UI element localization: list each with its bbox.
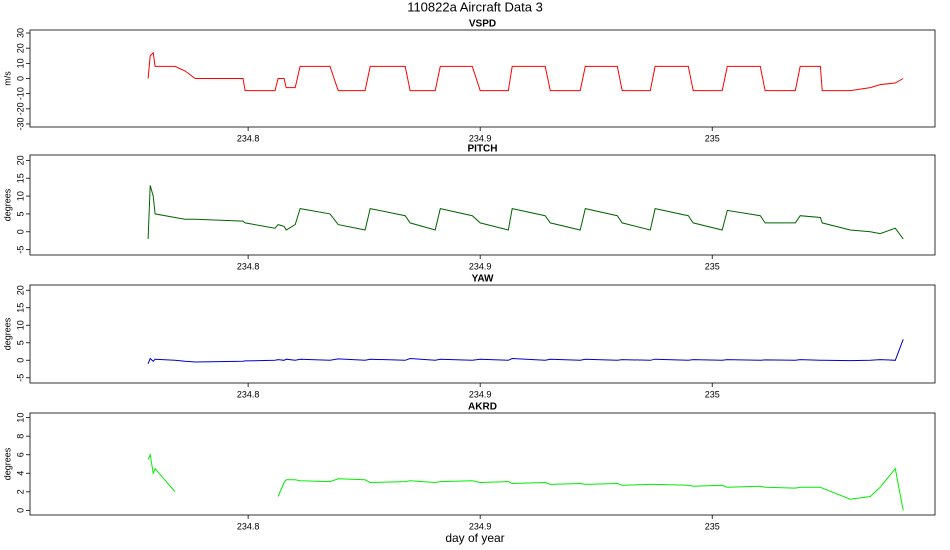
y-tick-label: 10 — [15, 413, 25, 423]
y-tick-label: 2 — [15, 489, 25, 494]
y-tick-label: 15 — [15, 173, 25, 183]
x-tick-label: 235 — [705, 389, 720, 399]
y-tick-label: 4 — [15, 471, 25, 476]
x-tick-label: 234.8 — [237, 389, 260, 399]
y-tick-label: 20 — [15, 43, 25, 53]
y-tick-label: 10 — [15, 320, 25, 330]
y-tick-label: 10 — [15, 58, 25, 68]
data-line — [147, 339, 904, 364]
y-tick-label: 30 — [15, 28, 25, 38]
panel-title: PITCH — [468, 144, 498, 155]
x-tick-label: 234.9 — [469, 133, 492, 143]
x-tick-label: 234.9 — [469, 389, 492, 399]
x-tick-label: 235 — [705, 133, 720, 143]
y-tick-label: 8 — [15, 434, 25, 439]
y-axis-label: degrees — [2, 447, 12, 480]
plot-frame — [29, 284, 936, 384]
x-tick-label: 234.8 — [237, 521, 260, 531]
x-tick-label: 234.9 — [469, 521, 492, 531]
plot-frame — [29, 412, 936, 516]
x-axis-label: day of year — [445, 531, 504, 545]
y-tick-label: 20 — [15, 155, 25, 165]
y-tick-label: 0 — [15, 508, 25, 513]
x-tick-label: 234.8 — [237, 133, 260, 143]
panel-title: YAW — [472, 274, 494, 285]
y-axis-label: degrees — [2, 188, 12, 221]
data-line — [147, 185, 904, 240]
y-tick-label: 5 — [15, 340, 25, 345]
y-tick-label: -30 — [15, 117, 25, 130]
y-tick-label: -10 — [15, 87, 25, 100]
y-tick-label: 20 — [15, 285, 25, 295]
y-tick-label: 0 — [15, 76, 25, 81]
figure-title: 110822a Aircraft Data 3 — [407, 0, 543, 14]
y-tick-label: 10 — [15, 191, 25, 201]
y-tick-label: 0 — [15, 358, 25, 363]
y-axis-label: m/s — [2, 71, 12, 86]
y-tick-label: 0 — [15, 229, 25, 234]
x-tick-label: 234.8 — [237, 261, 260, 271]
x-tick-label: 234.9 — [469, 261, 492, 271]
y-tick-label: 15 — [15, 303, 25, 313]
y-tick-label: -5 — [15, 374, 25, 382]
data-line — [147, 51, 904, 92]
y-tick-label: -20 — [15, 102, 25, 115]
y-tick-label: 6 — [15, 452, 25, 457]
panel-title: VSPD — [469, 19, 496, 30]
y-tick-label: -5 — [15, 246, 25, 254]
y-tick-label: 5 — [15, 211, 25, 216]
panel-title: AKRD — [468, 402, 497, 413]
x-tick-label: 235 — [705, 261, 720, 271]
plot-frame — [29, 154, 936, 256]
x-tick-label: 235 — [705, 521, 720, 531]
data-line — [147, 452, 904, 511]
y-axis-label: degrees — [2, 317, 12, 350]
